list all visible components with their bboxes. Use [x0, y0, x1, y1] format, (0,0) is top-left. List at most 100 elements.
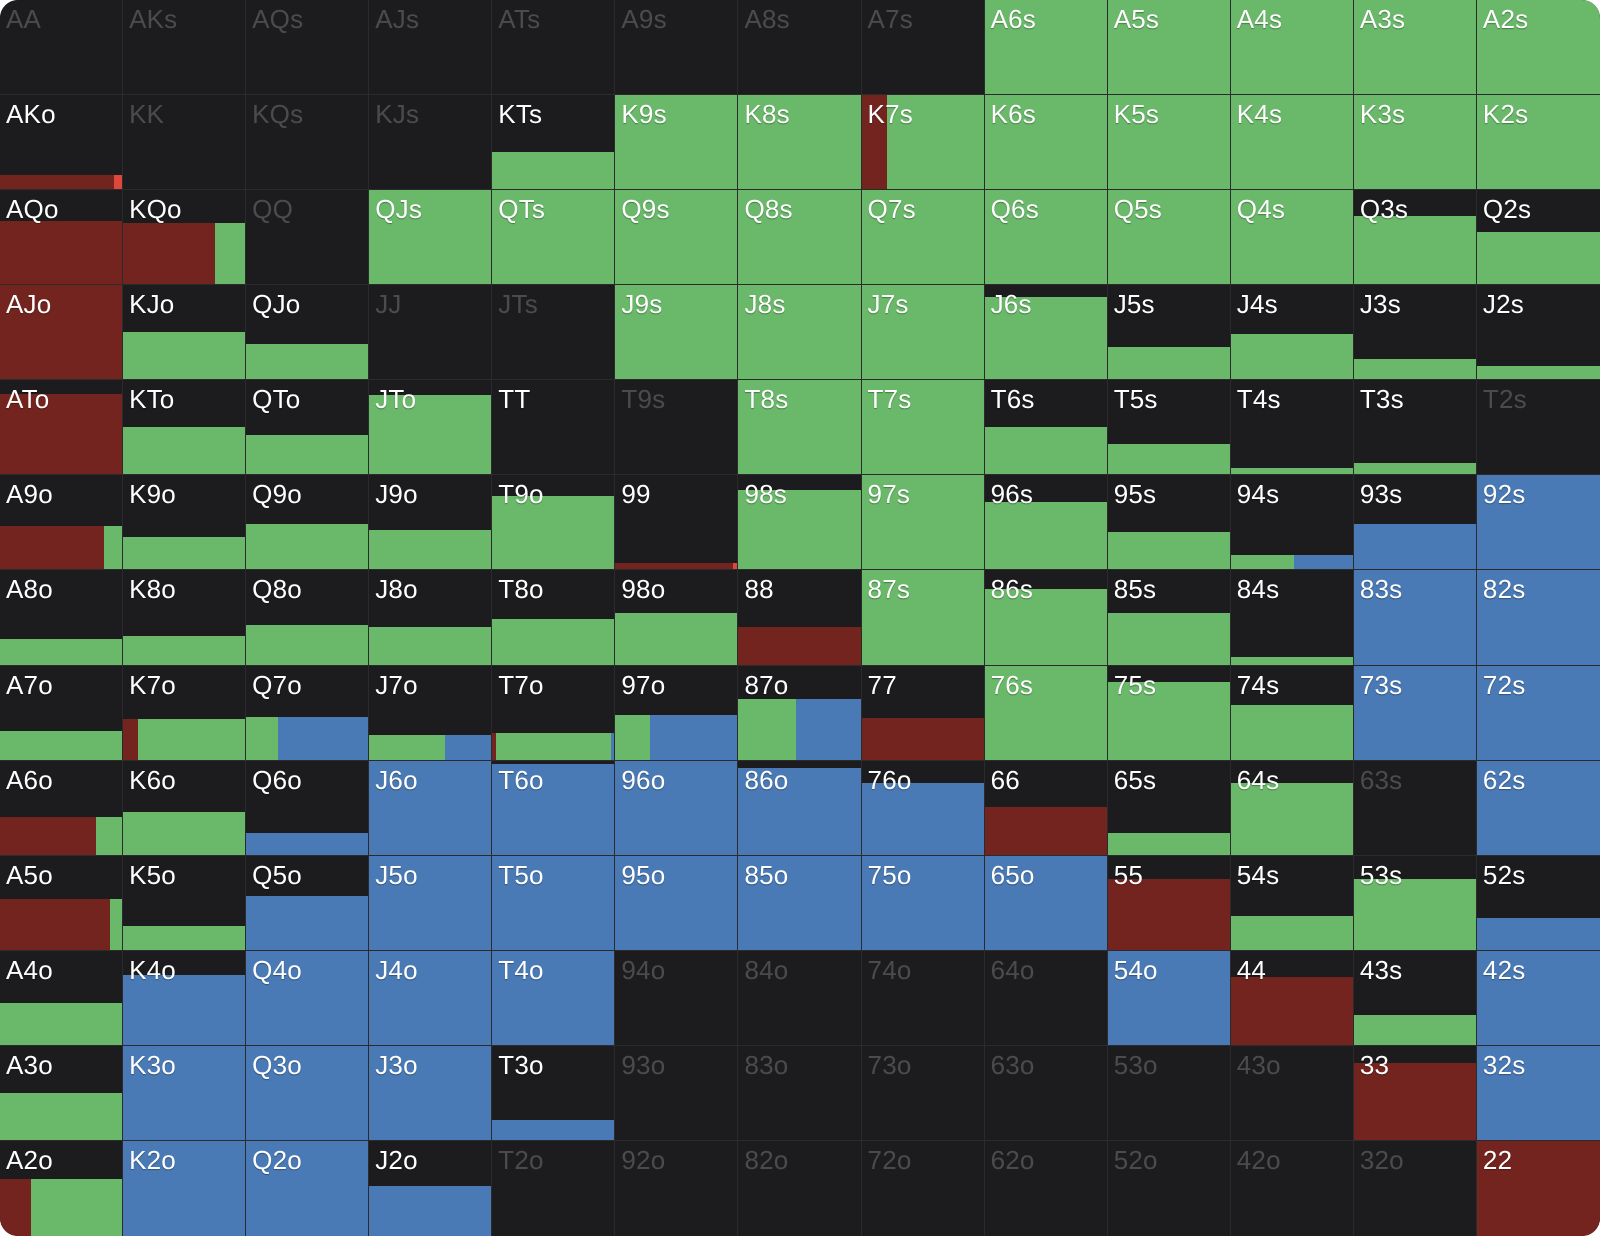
hand-cell[interactable]: 95o: [615, 855, 739, 951]
hand-cell[interactable]: 73o: [861, 1045, 985, 1141]
hand-cell[interactable]: 98o: [615, 570, 739, 666]
hand-cell[interactable]: 43o: [1230, 1045, 1354, 1141]
hand-cell[interactable]: K2o: [123, 1140, 247, 1236]
hand-cell[interactable]: 64o: [984, 950, 1108, 1046]
hand-cell[interactable]: QJo: [246, 285, 370, 381]
hand-cell[interactable]: KTo: [123, 380, 247, 476]
hand-cell[interactable]: 72s: [1476, 665, 1600, 761]
hand-cell[interactable]: 86o: [738, 760, 862, 856]
hand-cell[interactable]: Q4s: [1230, 190, 1354, 286]
hand-cell[interactable]: J3s: [1353, 285, 1477, 381]
hand-cell[interactable]: 76o: [861, 760, 985, 856]
hand-cell[interactable]: AA: [0, 0, 124, 96]
hand-cell[interactable]: Q9s: [615, 190, 739, 286]
hand-cell[interactable]: Q6s: [984, 190, 1108, 286]
hand-cell[interactable]: 52s: [1476, 855, 1600, 951]
hand-cell[interactable]: 52o: [1107, 1140, 1231, 1236]
hand-cell[interactable]: 55: [1107, 855, 1231, 951]
hand-cell[interactable]: K4o: [123, 950, 247, 1046]
hand-cell[interactable]: 42o: [1230, 1140, 1354, 1236]
hand-cell[interactable]: T9o: [492, 475, 616, 571]
hand-cell[interactable]: 85s: [1107, 570, 1231, 666]
hand-cell[interactable]: K9s: [615, 95, 739, 191]
hand-cell[interactable]: A9o: [0, 475, 124, 571]
hand-cell[interactable]: KQs: [246, 95, 370, 191]
hand-cell[interactable]: T2s: [1476, 380, 1600, 476]
hand-cell[interactable]: T3s: [1353, 380, 1477, 476]
hand-cell[interactable]: AJo: [0, 285, 124, 381]
hand-cell[interactable]: K5o: [123, 855, 247, 951]
hand-cell[interactable]: Q8s: [738, 190, 862, 286]
hand-cell[interactable]: A6o: [0, 760, 124, 856]
hand-cell[interactable]: 94o: [615, 950, 739, 1046]
hand-cell[interactable]: Q2s: [1476, 190, 1600, 286]
hand-cell[interactable]: Q4o: [246, 950, 370, 1046]
hand-cell[interactable]: KTs: [492, 95, 616, 191]
hand-cell[interactable]: T3o: [492, 1045, 616, 1141]
hand-cell[interactable]: 94s: [1230, 475, 1354, 571]
hand-cell[interactable]: T5s: [1107, 380, 1231, 476]
hand-cell[interactable]: AKs: [123, 0, 247, 96]
hand-cell[interactable]: 54o: [1107, 950, 1231, 1046]
hand-cell[interactable]: 96s: [984, 475, 1108, 571]
hand-cell[interactable]: 88: [738, 570, 862, 666]
hand-cell[interactable]: 92s: [1476, 475, 1600, 571]
hand-cell[interactable]: 93s: [1353, 475, 1477, 571]
hand-cell[interactable]: Q2o: [246, 1140, 370, 1236]
hand-cell[interactable]: ATs: [492, 0, 616, 96]
hand-cell[interactable]: Q9o: [246, 475, 370, 571]
hand-cell[interactable]: JJ: [369, 285, 493, 381]
hand-cell[interactable]: J9s: [615, 285, 739, 381]
hand-cell[interactable]: J9o: [369, 475, 493, 571]
hand-cell[interactable]: 87s: [861, 570, 985, 666]
hand-cell[interactable]: 77: [861, 665, 985, 761]
hand-cell[interactable]: A4s: [1230, 0, 1354, 96]
hand-cell[interactable]: T7s: [861, 380, 985, 476]
hand-cell[interactable]: K7o: [123, 665, 247, 761]
hand-cell[interactable]: KQo: [123, 190, 247, 286]
hand-cell[interactable]: 62o: [984, 1140, 1108, 1236]
hand-cell[interactable]: T6s: [984, 380, 1108, 476]
hand-cell[interactable]: 84s: [1230, 570, 1354, 666]
hand-cell[interactable]: AQo: [0, 190, 124, 286]
hand-cell[interactable]: T4o: [492, 950, 616, 1046]
hand-cell[interactable]: K6s: [984, 95, 1108, 191]
hand-cell[interactable]: AKo: [0, 95, 124, 191]
hand-cell[interactable]: 53s: [1353, 855, 1477, 951]
hand-cell[interactable]: J4s: [1230, 285, 1354, 381]
hand-cell[interactable]: 66: [984, 760, 1108, 856]
hand-cell[interactable]: 32s: [1476, 1045, 1600, 1141]
hand-cell[interactable]: J2s: [1476, 285, 1600, 381]
hand-cell[interactable]: K3s: [1353, 95, 1477, 191]
hand-cell[interactable]: ATo: [0, 380, 124, 476]
hand-cell[interactable]: 63s: [1353, 760, 1477, 856]
hand-cell[interactable]: QJs: [369, 190, 493, 286]
hand-cell[interactable]: 64s: [1230, 760, 1354, 856]
hand-cell[interactable]: 97s: [861, 475, 985, 571]
hand-cell[interactable]: 96o: [615, 760, 739, 856]
hand-cell[interactable]: 86s: [984, 570, 1108, 666]
hand-cell[interactable]: 92o: [615, 1140, 739, 1236]
hand-cell[interactable]: 33: [1353, 1045, 1477, 1141]
hand-cell[interactable]: 76s: [984, 665, 1108, 761]
hand-cell[interactable]: K3o: [123, 1045, 247, 1141]
hand-cell[interactable]: QTo: [246, 380, 370, 476]
hand-cell[interactable]: J7o: [369, 665, 493, 761]
hand-cell[interactable]: 32o: [1353, 1140, 1477, 1236]
hand-cell[interactable]: 93o: [615, 1045, 739, 1141]
hand-cell[interactable]: A3s: [1353, 0, 1477, 96]
hand-cell[interactable]: QQ: [246, 190, 370, 286]
hand-cell[interactable]: K8s: [738, 95, 862, 191]
hand-cell[interactable]: Q7o: [246, 665, 370, 761]
hand-cell[interactable]: 95s: [1107, 475, 1231, 571]
hand-cell[interactable]: J5o: [369, 855, 493, 951]
hand-cell[interactable]: 65s: [1107, 760, 1231, 856]
hand-cell[interactable]: A8s: [738, 0, 862, 96]
hand-cell[interactable]: 74o: [861, 950, 985, 1046]
hand-cell[interactable]: 53o: [1107, 1045, 1231, 1141]
hand-cell[interactable]: Q5s: [1107, 190, 1231, 286]
hand-cell[interactable]: T4s: [1230, 380, 1354, 476]
hand-cell[interactable]: A6s: [984, 0, 1108, 96]
hand-cell[interactable]: 42s: [1476, 950, 1600, 1046]
hand-cell[interactable]: A2s: [1476, 0, 1600, 96]
